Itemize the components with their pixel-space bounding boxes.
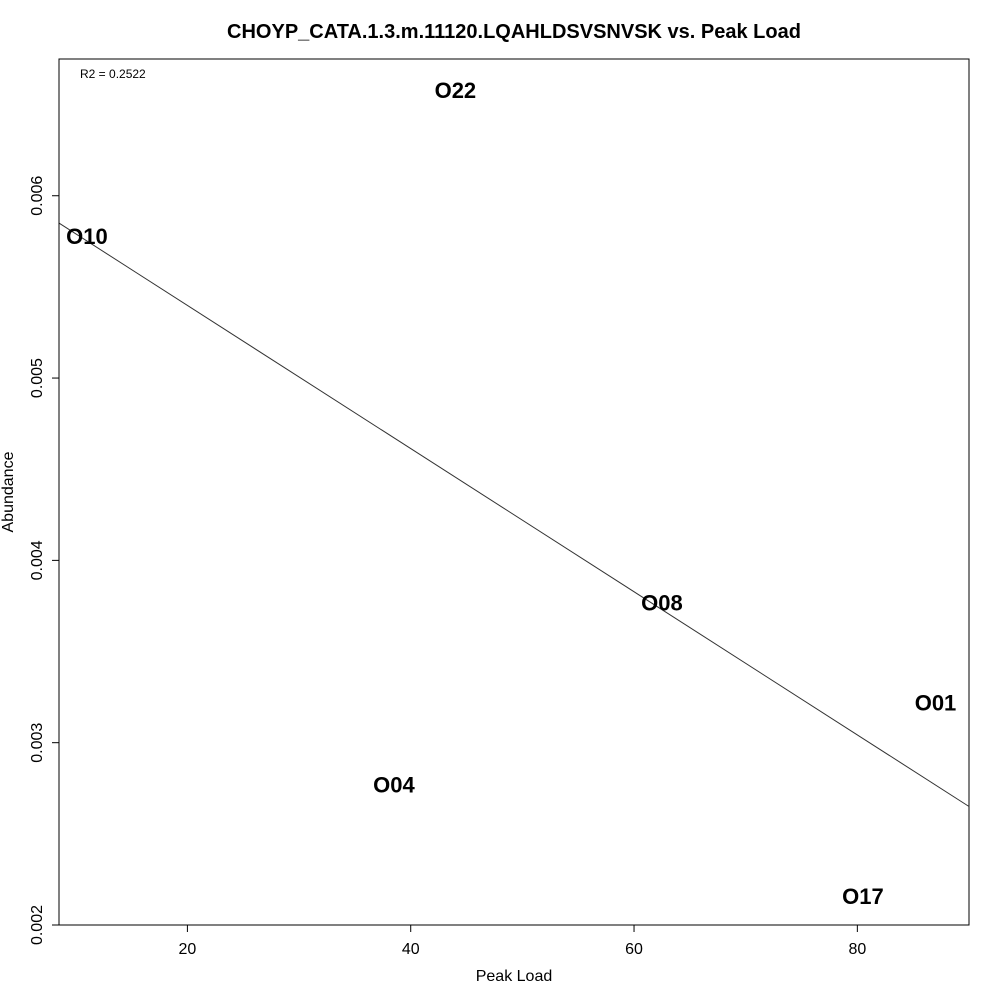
plot-frame: [58, 58, 970, 926]
point-label-o17: O17: [842, 884, 884, 909]
y-axis-label: Abundance: [0, 451, 17, 532]
point-label-o08: O08: [641, 590, 683, 615]
point-label-o01: O01: [915, 691, 957, 716]
y-tick-label: 0.006: [29, 176, 46, 216]
y-tick-label: 0.005: [29, 358, 46, 398]
x-tick-label: 60: [625, 941, 643, 958]
x-tick-label: 80: [848, 941, 866, 958]
x-axis-label: Peak Load: [476, 968, 553, 985]
point-label-o04: O04: [373, 773, 415, 798]
y-axis: 0.002 0.003 0.004 0.005 0.006: [29, 176, 60, 945]
x-tick-label: 20: [179, 941, 197, 958]
point-label-o10: O10: [66, 224, 108, 249]
x-axis: 20 40 60 80: [179, 924, 866, 958]
x-tick-label: 40: [402, 941, 420, 958]
data-points: O10 O22 O08 O01 O04 O17: [66, 78, 956, 909]
r2-annotation: R2 = 0.2522: [80, 67, 146, 81]
y-tick-label: 0.004: [29, 540, 46, 580]
y-tick-label: 0.003: [29, 723, 46, 763]
chart-title: CHOYP_CATA.1.3.m.11120.LQAHLDSVSNVSK vs.…: [227, 21, 801, 43]
regression-line: [58, 222, 970, 807]
y-tick-label: 0.002: [29, 905, 46, 945]
point-label-o22: O22: [435, 78, 477, 103]
